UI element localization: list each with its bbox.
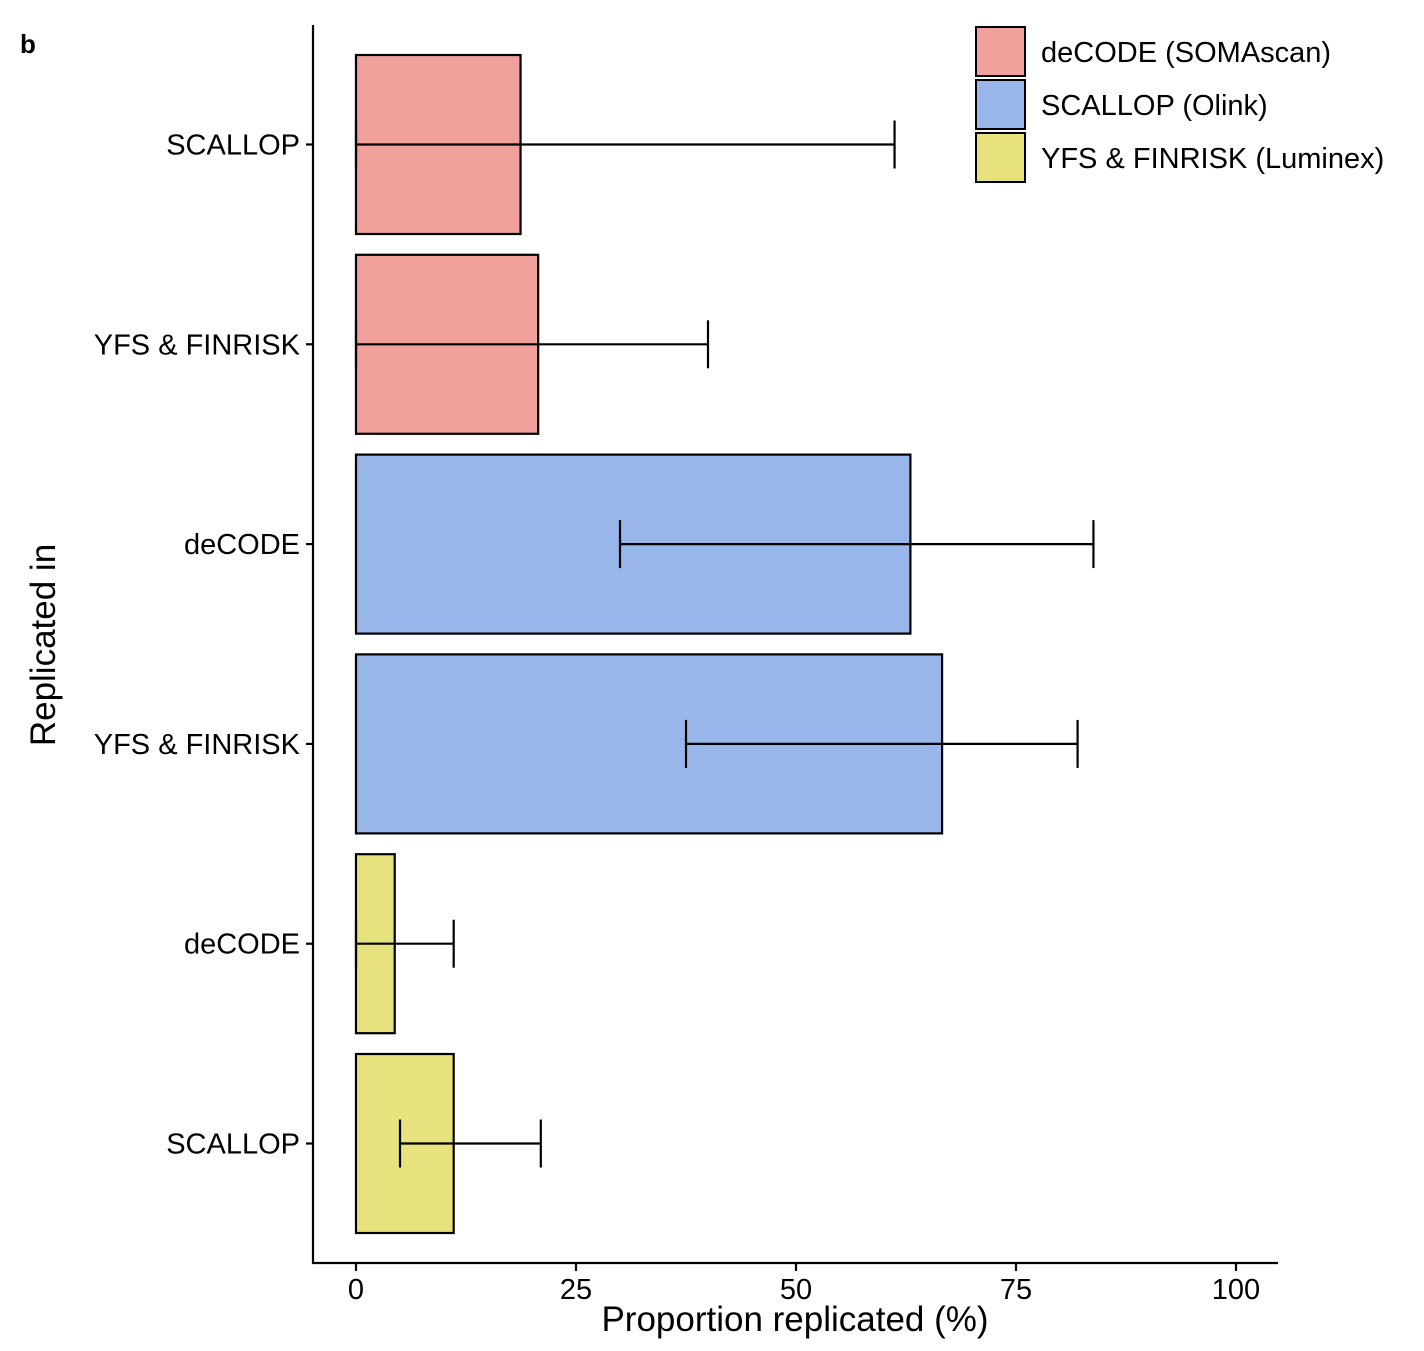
panel-label: b (20, 29, 36, 59)
legend: deCODE (SOMAscan) SCALLOP (Olink) YFS & FI… (975, 26, 1384, 183)
y-tick-label: deCODE (184, 529, 300, 561)
legend-label: deCODE (SOMAscan) (1041, 37, 1331, 69)
legend-label: YFS & FINRISK (Luminex) (1041, 143, 1384, 175)
bars-layer (354, 53, 944, 1235)
x-tick-label: 75 (1000, 1274, 1032, 1306)
error-bar (354, 120, 896, 169)
y-tick-label: SCALLOP (166, 130, 300, 162)
y-tick-label: deCODE (184, 929, 300, 961)
y-tick-label: YFS & FINRISK (94, 729, 301, 761)
legend-swatch (975, 132, 1026, 183)
legend-swatch (975, 26, 1026, 77)
x-tick-label: 100 (1212, 1274, 1260, 1306)
y-tick-label: SCALLOP (166, 1129, 300, 1161)
x-ticks-layer: 0 25 50 75 100 (348, 1263, 1260, 1306)
error-bars-layer (354, 120, 1095, 1168)
y-ticks-layer: SCALLOP YFS & FINRISK deCODE YFS & FINRISK d… (94, 130, 313, 1161)
x-tick-label: 50 (780, 1274, 812, 1306)
error-bar (354, 320, 710, 369)
y-tick-label: YFS & FINRISK (94, 329, 301, 361)
error-bar (618, 520, 1095, 569)
error-bar (354, 919, 455, 968)
x-tick-label: 25 (560, 1274, 592, 1306)
y-axis-title: Replicated in (24, 544, 63, 746)
error-bar (684, 719, 1079, 768)
x-tick-label: 0 (348, 1274, 364, 1306)
error-bar (398, 1119, 542, 1168)
legend-swatch (975, 79, 1026, 130)
x-axis-title: Proportion replicated (%) (601, 1300, 988, 1339)
legend-label: SCALLOP (Olink) (1041, 90, 1268, 122)
